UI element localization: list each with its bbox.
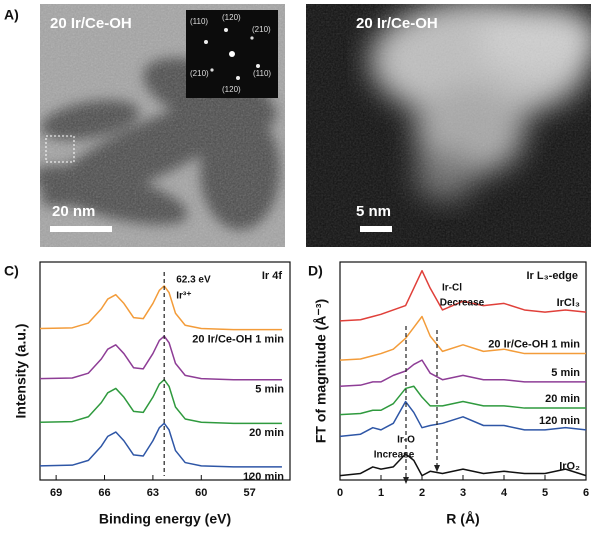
series-label: IrO₂ xyxy=(559,461,580,473)
panel-label: C) xyxy=(4,263,19,279)
series-label: IrCl₃ xyxy=(557,297,580,309)
scale-bar xyxy=(50,226,112,232)
series-label: 20 min xyxy=(249,427,284,439)
fft-label: (210) xyxy=(190,69,209,78)
spectrum-line xyxy=(339,269,587,322)
x-tick-label: 63 xyxy=(147,487,159,499)
trend-arrowhead xyxy=(403,477,409,484)
fft-label: (120) xyxy=(222,13,241,22)
fft-label: (210) xyxy=(252,25,271,34)
x-axis-label: R (Å) xyxy=(446,511,479,527)
annotation: Increase xyxy=(374,450,415,461)
series-label: 120 min xyxy=(539,415,580,427)
spectrum-line xyxy=(39,285,282,331)
spectrum-line xyxy=(339,400,587,438)
spectrum-line xyxy=(339,315,586,361)
panel-caption: 20 Ir/Ce-OH xyxy=(356,15,438,32)
spectrum-line xyxy=(339,453,587,477)
scale-bar-label: 20 nm xyxy=(52,203,95,220)
annotation: Ir³⁺ xyxy=(176,291,191,302)
fft-label: (110) xyxy=(190,17,208,26)
x-tick-label: 1 xyxy=(378,487,384,499)
spectrum-line xyxy=(39,378,282,425)
plot-frame xyxy=(339,261,587,481)
x-tick-label: 5 xyxy=(542,487,548,499)
x-tick-label: 60 xyxy=(195,487,207,499)
scale-bar xyxy=(360,226,392,232)
plot-frame xyxy=(39,261,291,481)
annotation: Decrease xyxy=(440,298,485,309)
x-tick-label: 3 xyxy=(460,487,466,499)
x-tick-label: 2 xyxy=(419,487,425,499)
panel-label: D) xyxy=(308,263,323,279)
x-tick-label: 66 xyxy=(98,487,110,499)
x-axis-label: Binding energy (eV) xyxy=(99,511,231,527)
series-label: 20 Ir/Ce-OH 1 min xyxy=(192,333,284,345)
series-label: 5 min xyxy=(551,367,580,379)
x-tick-label: 69 xyxy=(50,487,62,499)
annotation: 62.3 eV xyxy=(176,275,211,286)
x-tick-label: 4 xyxy=(501,487,508,499)
series-label: 20 Ir/Ce-OH 1 min xyxy=(488,338,580,350)
trend-arrowhead xyxy=(434,465,440,472)
fft-label: (110) xyxy=(253,69,271,78)
x-tick-label: 57 xyxy=(244,487,256,499)
y-axis-label: Intensity (a.u.) xyxy=(13,324,29,419)
tem-image: (110) (120) (210) (210) (120) (110) 20 I… xyxy=(40,4,285,247)
chart-title: Ir L₃-edge xyxy=(526,270,578,282)
spectrum-line xyxy=(339,359,586,388)
x-tick-label: 0 xyxy=(337,487,343,499)
spectrum-line xyxy=(39,335,282,381)
scale-bar-label: 5 nm xyxy=(356,203,391,220)
haadf-image: 20 Ir/Ce-OH 5 nm xyxy=(306,4,591,247)
chart-title: Ir 4f xyxy=(262,270,283,282)
panel-caption: 20 Ir/Ce-OH xyxy=(50,15,132,32)
annotation: Ir-Cl xyxy=(442,283,462,294)
spectrum-line xyxy=(339,385,586,416)
series-label: 20 min xyxy=(545,393,580,405)
spectrum-line xyxy=(39,422,282,468)
fft-label: (120) xyxy=(222,85,241,94)
panel-label: A) xyxy=(4,7,19,23)
series-label: 120 min xyxy=(243,471,284,483)
x-tick-label: 6 xyxy=(583,487,589,499)
y-axis-label: FT of magnitude (Å⁻³) xyxy=(313,299,329,443)
series-label: 5 min xyxy=(255,384,284,396)
